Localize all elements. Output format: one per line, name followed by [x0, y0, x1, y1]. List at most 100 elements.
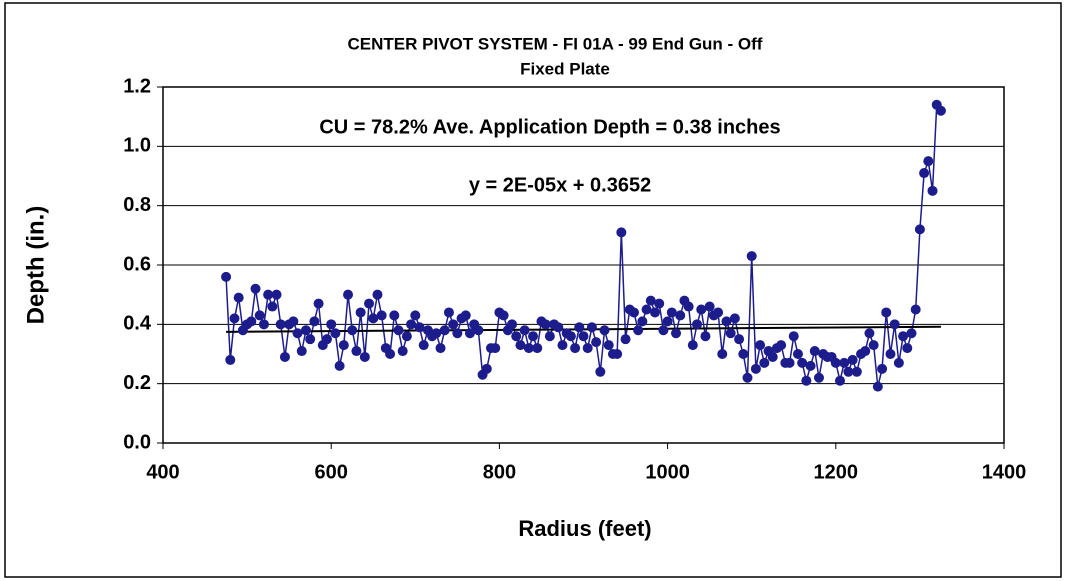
data-point	[519, 325, 530, 336]
data-point	[309, 316, 320, 327]
data-point	[393, 325, 404, 336]
data-point	[620, 334, 631, 345]
y-tick-label: 0.2	[123, 372, 151, 394]
data-point	[885, 349, 896, 359]
data-point	[864, 328, 875, 339]
data-point	[683, 301, 694, 312]
data-point	[515, 340, 526, 351]
data-point	[511, 331, 522, 342]
data-point	[877, 363, 888, 374]
data-point	[919, 168, 930, 179]
data-point	[275, 319, 286, 330]
data-point	[473, 325, 484, 336]
data-point	[797, 357, 808, 368]
data-point	[595, 366, 606, 377]
data-point	[481, 363, 492, 374]
x-tick-label: 1400	[982, 461, 1027, 483]
y-tick-label: 0.4	[123, 313, 152, 335]
data-point	[229, 313, 240, 324]
data-point	[767, 351, 778, 362]
chart-title: CENTER PIVOT SYSTEM - FI 01A - 99 End Gu…	[348, 34, 763, 53]
data-point	[448, 319, 459, 330]
data-point	[645, 295, 656, 306]
data-point	[721, 316, 732, 327]
plot-area	[162, 86, 1005, 444]
data-point	[557, 340, 568, 351]
data-point	[591, 337, 602, 348]
data-point	[574, 322, 585, 333]
x-tick-label: 800	[483, 461, 516, 483]
data-point	[523, 343, 534, 354]
data-point	[734, 334, 745, 345]
data-point	[464, 328, 475, 339]
data-point	[414, 322, 425, 333]
data-point	[565, 331, 576, 342]
data-point	[725, 328, 736, 339]
data-point	[599, 325, 610, 336]
data-point	[355, 307, 366, 318]
data-point	[612, 349, 623, 359]
data-point	[671, 328, 682, 339]
data-point	[582, 343, 593, 354]
data-point	[729, 313, 740, 324]
data-point	[654, 298, 665, 309]
data-point	[296, 346, 307, 357]
chart-subtitle: Fixed Plate	[520, 59, 610, 78]
data-point	[881, 307, 892, 318]
data-point	[830, 357, 841, 368]
data-point	[813, 372, 824, 383]
data-point	[326, 319, 337, 330]
data-point	[805, 360, 816, 371]
data-point	[460, 310, 471, 321]
data-point	[586, 322, 597, 333]
data-point	[835, 375, 846, 386]
data-point	[263, 289, 274, 300]
data-point	[750, 363, 761, 374]
data-point	[902, 343, 913, 354]
data-point	[435, 343, 446, 354]
data-point	[746, 251, 757, 262]
y-tick-label: 0.8	[123, 194, 151, 216]
data-point	[330, 328, 341, 339]
data-point	[809, 346, 820, 357]
data-point	[528, 331, 539, 342]
annotation: CU = 78.2% Ave. Application Depth = 0.38…	[319, 116, 780, 138]
data-point	[649, 307, 660, 318]
data-point	[418, 340, 429, 351]
data-point	[696, 304, 707, 315]
y-tick-label: 1.2	[123, 75, 151, 97]
data-point	[368, 313, 379, 324]
data-point	[616, 227, 627, 238]
data-point	[776, 340, 787, 351]
data-point	[254, 310, 265, 321]
data-point	[279, 351, 290, 362]
data-point	[868, 340, 879, 351]
data-point	[570, 343, 581, 354]
data-point	[532, 343, 543, 354]
data-point	[633, 325, 644, 336]
data-point	[662, 316, 673, 327]
y-tick-label: 1.0	[123, 135, 151, 157]
x-tick-label: 1000	[645, 461, 690, 483]
y-axis-label: Depth (in.)	[22, 206, 49, 325]
data-point	[300, 325, 311, 336]
data-point	[338, 340, 349, 351]
y-tick-label: 0.6	[123, 253, 151, 275]
data-point	[452, 328, 463, 339]
data-point	[246, 316, 257, 327]
data-point	[759, 357, 770, 368]
data-point	[221, 271, 232, 282]
data-point	[893, 357, 904, 368]
data-point	[637, 316, 648, 327]
data-point	[364, 298, 375, 309]
data-point	[927, 185, 938, 196]
data-point	[872, 381, 883, 392]
data-point	[713, 307, 724, 318]
x-tick-label: 400	[146, 461, 179, 483]
x-tick-label: 1200	[814, 461, 859, 483]
data-point	[258, 319, 269, 330]
data-point	[923, 156, 934, 167]
data-point	[305, 334, 316, 345]
data-point	[498, 310, 509, 321]
